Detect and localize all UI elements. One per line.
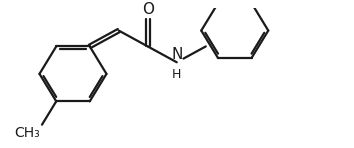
Text: O: O (142, 3, 154, 17)
Text: CH₃: CH₃ (15, 126, 40, 140)
Text: N: N (171, 47, 182, 62)
Text: H: H (172, 68, 182, 81)
